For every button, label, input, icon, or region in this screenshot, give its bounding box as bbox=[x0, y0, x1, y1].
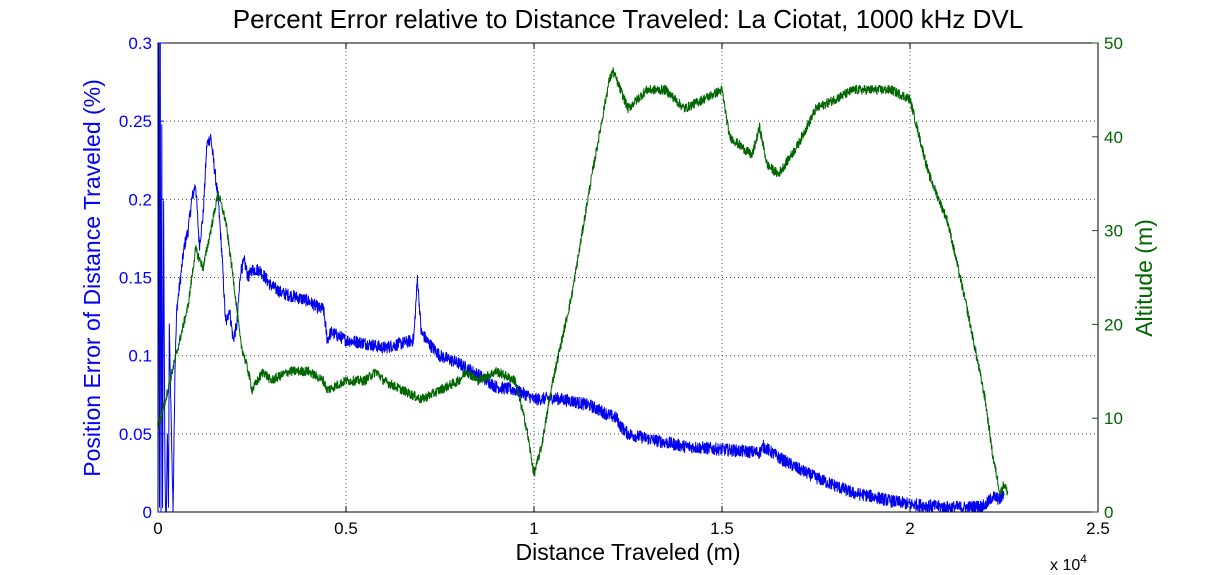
y-axis-right-label: Altitude (m) bbox=[1131, 219, 1157, 337]
series-error bbox=[157, 42, 1005, 513]
y-right-tick-label: 20 bbox=[1104, 315, 1123, 334]
y-right-tick-label: 0 bbox=[1104, 503, 1113, 522]
y-axis-left: 0 0.05 0.1 0.15 0.2 0.25 0.3 bbox=[119, 34, 164, 522]
x-multiplier-base: x 10 bbox=[1050, 557, 1080, 574]
x-multiplier-exponent: 4 bbox=[1080, 552, 1087, 566]
x-axis: 0 0.5 1 1.5 2 2.5 bbox=[153, 43, 1110, 538]
series-altitude bbox=[157, 67, 1009, 496]
y-left-tick-label: 0.05 bbox=[119, 425, 152, 444]
y-left-tick-label: 0.1 bbox=[128, 347, 152, 366]
y-left-tick-label: 0 bbox=[143, 503, 152, 522]
chart-title: Percent Error relative to Distance Trave… bbox=[233, 4, 1023, 34]
y-left-tick-label: 0.2 bbox=[128, 190, 152, 209]
y-right-tick-label: 10 bbox=[1104, 409, 1123, 428]
x-tick-label: 1 bbox=[529, 519, 538, 538]
x-tick-label: 0 bbox=[153, 519, 162, 538]
x-tick-label: 2.5 bbox=[1086, 519, 1110, 538]
y-right-tick-label: 50 bbox=[1104, 34, 1123, 53]
y-left-tick-label: 0.15 bbox=[119, 269, 152, 288]
y-axis-left-label: Position Error of Distance Traveled (%) bbox=[79, 79, 105, 477]
y-right-tick-label: 40 bbox=[1104, 128, 1123, 147]
x-tick-label: 0.5 bbox=[334, 519, 358, 538]
x-tick-label: 2 bbox=[905, 519, 914, 538]
y-axis-right: 0 10 20 30 40 50 bbox=[1092, 34, 1123, 522]
grid bbox=[158, 43, 1098, 512]
y-left-tick-label: 0.3 bbox=[128, 34, 152, 53]
y-right-tick-label: 30 bbox=[1104, 222, 1123, 241]
x-axis-label: Distance Traveled (m) bbox=[516, 539, 741, 565]
error-line bbox=[157, 42, 1005, 513]
x-axis-multiplier: x 104 bbox=[1050, 552, 1087, 574]
x-tick-label: 1.5 bbox=[710, 519, 734, 538]
y-left-tick-label: 0.25 bbox=[119, 112, 152, 131]
altitude-line bbox=[157, 67, 1009, 496]
